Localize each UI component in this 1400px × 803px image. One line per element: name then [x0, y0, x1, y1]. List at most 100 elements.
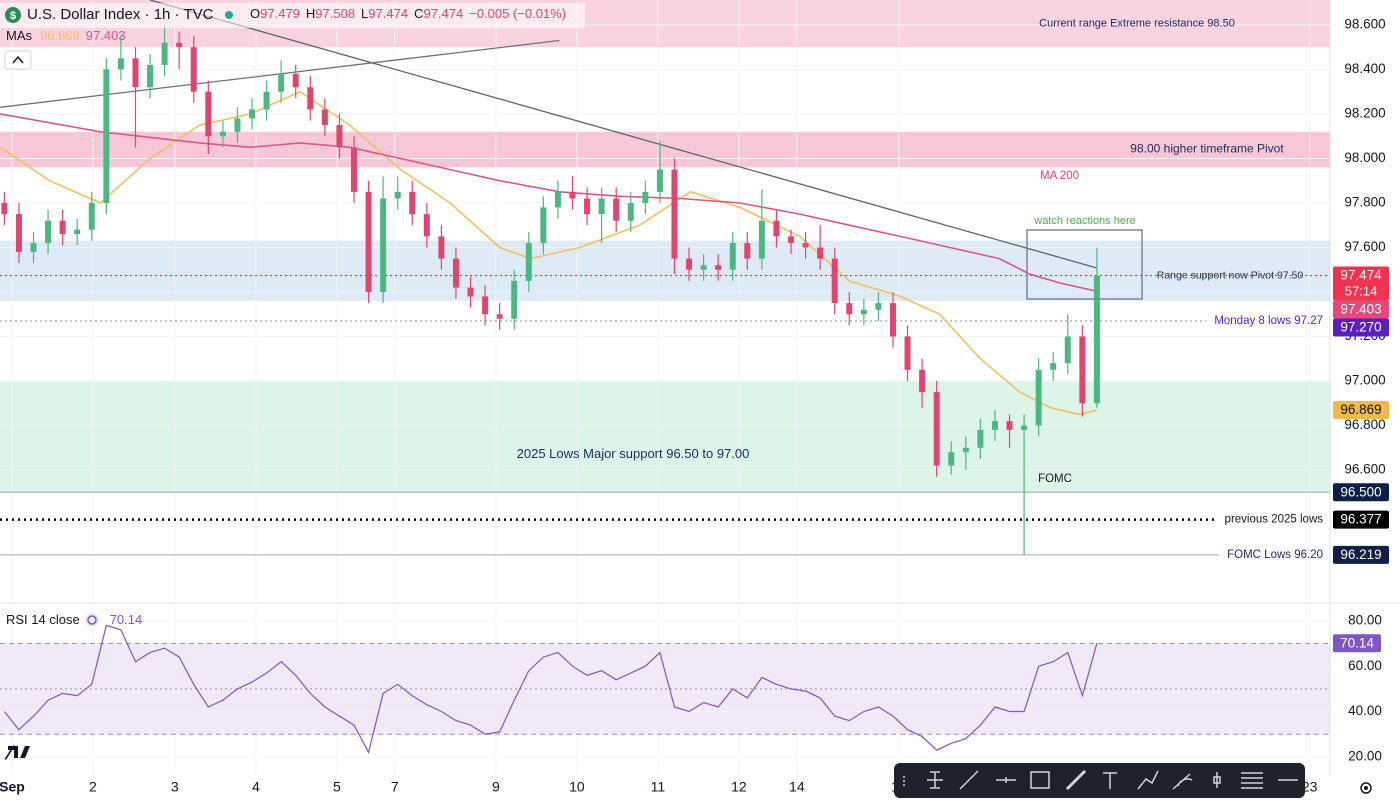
ohlc-key: C — [414, 6, 423, 21]
candle-body — [452, 258, 459, 288]
y-tick-label: 60.00 — [1348, 658, 1382, 673]
x-tick-label: 9 — [492, 779, 500, 795]
candle-body — [875, 303, 882, 310]
candle-body — [190, 47, 197, 92]
tool-path[interactable] — [1137, 770, 1159, 790]
legend-bg — [0, 3, 585, 28]
indicator-legend: MAs 96.869 97.403 — [6, 28, 126, 43]
candle-body — [773, 220, 780, 237]
price-tag — [1333, 300, 1389, 319]
y-tick-label: 98.600 — [1344, 16, 1385, 31]
annotation: watch reactions here — [1033, 215, 1136, 227]
candle-body — [15, 214, 22, 252]
price-tag — [1333, 401, 1389, 420]
candle-body — [540, 207, 547, 244]
candle-body — [627, 202, 634, 221]
candle-body — [321, 109, 328, 126]
candle-body — [1035, 369, 1042, 426]
candle-body — [904, 336, 911, 370]
candle-body — [802, 243, 809, 248]
ohlc-value: 97.474 — [368, 6, 408, 21]
y-tick-label: 97.600 — [1344, 239, 1385, 254]
candle-body — [554, 191, 561, 208]
rsi-icon-ring — [87, 615, 97, 625]
candle-body — [831, 258, 838, 304]
y-tick-label: 98.200 — [1344, 106, 1385, 121]
candle-body — [817, 247, 824, 259]
market-status — [225, 11, 233, 19]
tool-hline[interactable] — [996, 777, 1016, 783]
candle-body — [278, 73, 285, 92]
trendline — [149, 0, 1098, 269]
candle-body — [59, 220, 66, 235]
candle-body — [234, 118, 241, 132]
ohlc-change: −0.005 (−0.01%) — [469, 6, 566, 21]
candle-body — [744, 243, 751, 259]
ohlc-legend: O97.479 H97.508 L97.474 C97.474 −0.005 (−0.0… — [250, 6, 566, 21]
candle-body — [438, 236, 445, 259]
candle-body — [467, 287, 474, 297]
candle-body — [423, 214, 430, 237]
ohlc-value: 97.479 — [260, 6, 300, 21]
y-tick-label: 20.00 — [1348, 748, 1382, 763]
y-tick-label: 97.000 — [1344, 373, 1385, 388]
candle-body — [860, 309, 867, 315]
settings-icon[interactable] — [1360, 782, 1372, 794]
candle-body — [88, 202, 95, 230]
candle-body — [117, 58, 124, 70]
tool-fib[interactable] — [1172, 773, 1193, 790]
zone — [0, 381, 1330, 493]
candle-body — [569, 191, 576, 199]
x-tick-label: 10 — [569, 779, 585, 795]
x-tick-label: 12 — [731, 779, 747, 795]
price-tag-countdown: 57:14 — [1345, 283, 1378, 298]
candle-body — [1093, 275, 1100, 404]
candle-body — [525, 243, 532, 281]
collapse-button[interactable] — [4, 50, 32, 70]
candle-body — [176, 42, 183, 48]
price-tag — [1333, 545, 1389, 564]
y-tick-label: 96.800 — [1344, 417, 1385, 432]
candle-body — [919, 369, 926, 393]
tool-text[interactable] — [1103, 772, 1117, 789]
tool-brush[interactable] — [1065, 769, 1087, 791]
rsi-line — [3, 624, 1098, 754]
candle-body — [1064, 336, 1071, 364]
x-tick-label: 14 — [789, 779, 805, 795]
price-tag — [1333, 510, 1389, 529]
rsi-tag — [1333, 634, 1381, 653]
y-tick-label: 98.400 — [1344, 61, 1385, 76]
indicator-value: 97.403 — [86, 28, 126, 43]
zone-label: 98.00 higher timeframe Pivot — [1130, 142, 1284, 156]
candle-body — [700, 265, 707, 270]
candle-body — [962, 447, 969, 453]
ohlc-key: O — [250, 6, 260, 21]
settings-icon-dot — [1364, 786, 1368, 790]
x-tick-label: 7 — [391, 779, 399, 795]
x-tick-label: 2 — [89, 779, 97, 795]
candle-body — [977, 429, 984, 448]
price-tag-label: 97.270 — [1340, 320, 1381, 335]
tool-cursor[interactable] — [927, 771, 943, 789]
tool-list[interactable] — [1241, 772, 1263, 789]
zone-label: 2025 Lows Major support 96.50 to 97.00 — [517, 446, 750, 461]
y-tick-label: 80.00 — [1348, 612, 1382, 627]
tool-candle[interactable] — [1213, 772, 1221, 788]
candle-body — [219, 131, 226, 137]
candle-body — [307, 87, 314, 110]
moving-average — [0, 113, 1098, 293]
candle-body — [715, 265, 722, 270]
candle-body — [758, 220, 765, 259]
zone — [0, 131, 1330, 168]
candle-body — [249, 109, 256, 119]
tool-trendline[interactable] — [959, 770, 979, 790]
collapse-icon — [12, 55, 24, 64]
candle-body — [496, 314, 503, 319]
y-tick-label: 96.600 — [1344, 462, 1385, 477]
price-tag — [1333, 318, 1389, 337]
candle-body — [1079, 336, 1086, 404]
tool-rect[interactable] — [1030, 771, 1050, 789]
legend: $ U.S. Dollar Index · 1h · TVC O97.479 H9… — [0, 3, 585, 627]
